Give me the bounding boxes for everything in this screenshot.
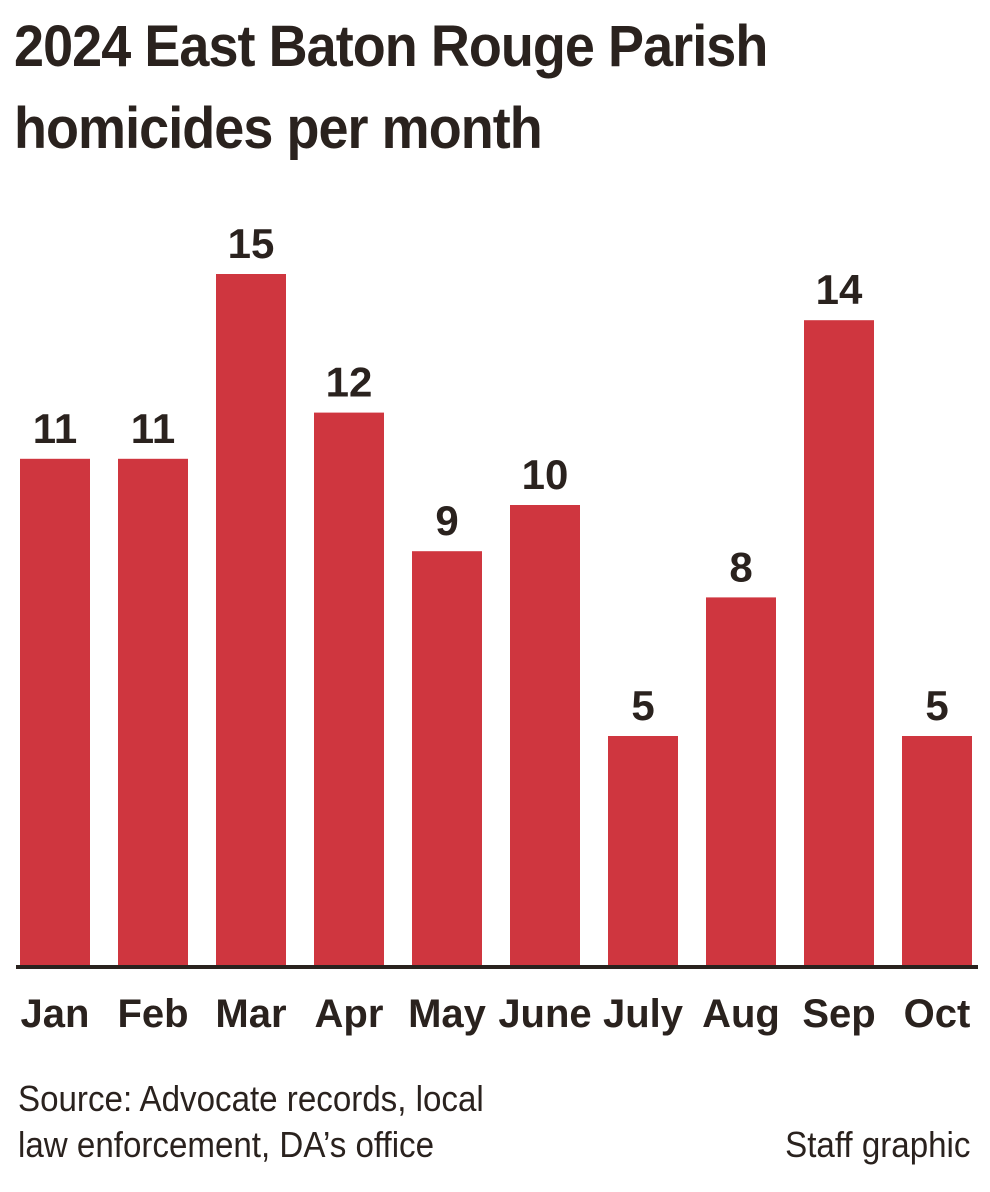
value-label-july: 5 (631, 682, 654, 729)
value-labels-group: 11 11 15 12 9 10 5 8 14 5 (33, 220, 949, 729)
category-labels-group: Jan Feb Mar Apr May June July Aug Sep Oct (21, 992, 971, 1036)
bar-apr (314, 412, 384, 968)
chart-title: 2024 East Baton Rouge Parish homicides p… (14, 6, 912, 170)
bar-july (608, 736, 678, 967)
value-label-oct: 5 (925, 682, 948, 729)
source-line-2: law enforcement, DA’s office (18, 1124, 435, 1165)
source-note: Source: Advocate records, local law enfo… (18, 1076, 484, 1168)
x-tick-label-july: July (603, 992, 684, 1036)
x-tick-label-may: May (408, 992, 487, 1036)
title-line-1: 2024 East Baton Rouge Parish (14, 14, 768, 79)
source-line-1: Source: Advocate records, local (18, 1078, 484, 1119)
bars-group (20, 274, 972, 968)
x-tick-label-mar: Mar (215, 992, 286, 1036)
staff-credit: Staff graphic (784, 1124, 970, 1165)
bar-aug (706, 597, 776, 967)
bar-oct (902, 736, 972, 967)
x-tick-label-oct: Oct (904, 992, 971, 1036)
bar-mar (216, 274, 286, 967)
bar-may (412, 551, 482, 967)
x-tick-label-feb: Feb (117, 992, 188, 1036)
title-line-2: homicides per month (14, 96, 543, 161)
value-label-jan: 11 (33, 405, 77, 452)
value-label-aug: 8 (729, 543, 752, 590)
x-tick-label-june: June (498, 992, 591, 1036)
value-label-apr: 12 (326, 359, 373, 406)
value-label-mar: 15 (228, 220, 275, 267)
value-label-may: 9 (435, 497, 458, 544)
bar-sep (804, 320, 874, 967)
x-tick-label-aug: Aug (702, 992, 780, 1036)
value-label-june: 10 (522, 451, 569, 498)
x-tick-label-jan: Jan (21, 992, 90, 1036)
value-label-feb: 11 (131, 405, 175, 452)
bar-jan (20, 458, 90, 967)
bar-june (510, 505, 580, 967)
x-tick-label-apr: Apr (315, 992, 384, 1036)
value-label-sep: 14 (816, 266, 863, 313)
bar-chart: 11 11 15 12 9 10 5 8 14 5 Jan Feb Mar Apr May June July… (16, 220, 978, 1036)
bar-feb (118, 458, 188, 967)
x-tick-label-sep: Sep (802, 992, 875, 1036)
